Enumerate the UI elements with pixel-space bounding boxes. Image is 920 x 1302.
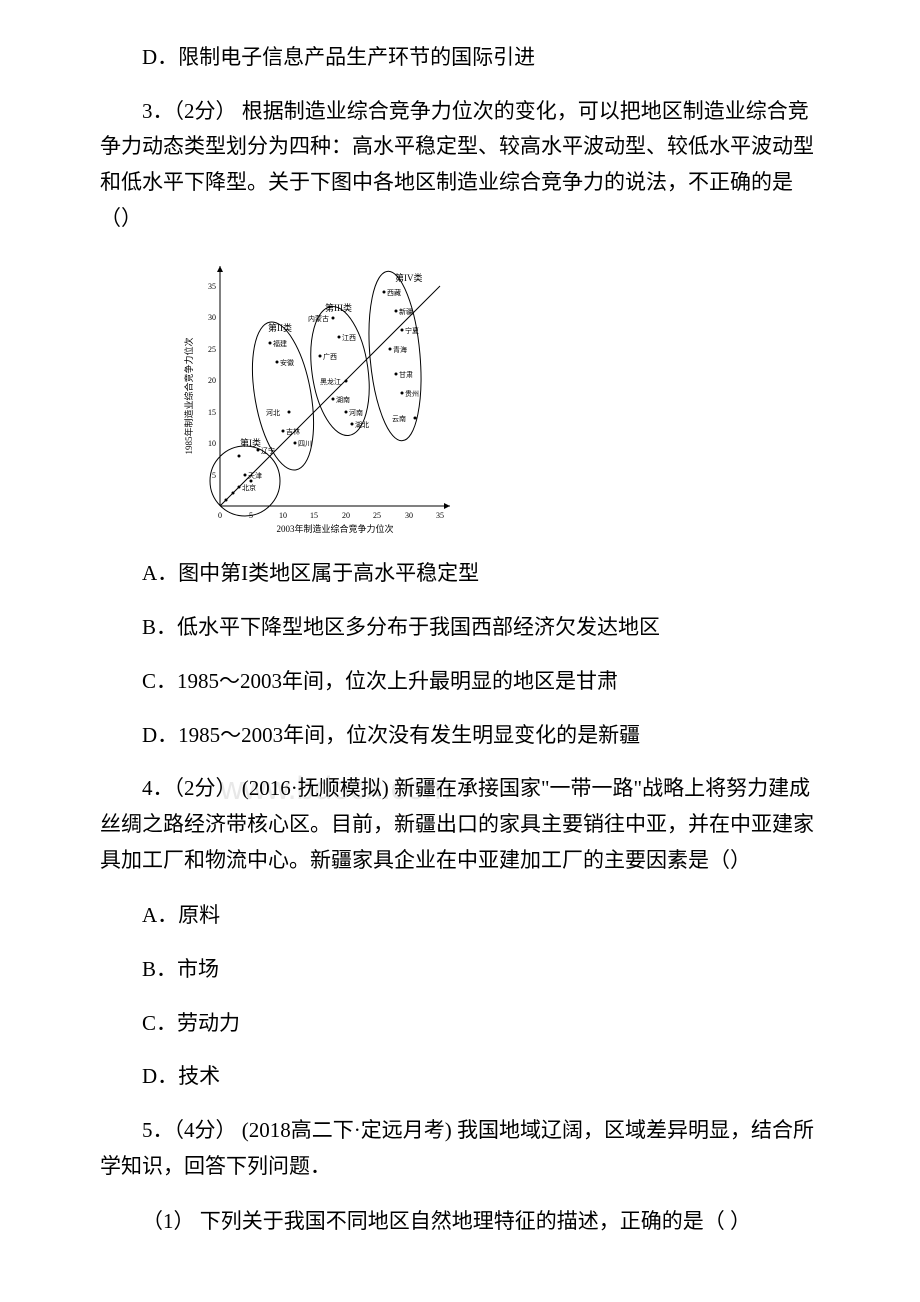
svg-text:10: 10 xyxy=(208,439,216,448)
svg-text:云南: 云南 xyxy=(392,414,406,423)
svg-text:黑龙江: 黑龙江 xyxy=(320,377,341,386)
svg-text:5: 5 xyxy=(212,471,216,480)
svg-text:25: 25 xyxy=(208,345,216,354)
q4-option-d-text: D．技术 xyxy=(142,1064,220,1088)
svg-text:辽宁: 辽宁 xyxy=(261,446,275,455)
q4-option-a-text: A．原料 xyxy=(142,903,220,927)
svg-text:四川: 四川 xyxy=(298,440,312,448)
svg-text:第II类: 第II类 xyxy=(268,322,292,333)
q2-option-d-text: D．限制电子信息产品生产环节的国际引进 xyxy=(142,45,535,69)
svg-text:贵州: 贵州 xyxy=(405,389,419,398)
svg-text:湖南: 湖南 xyxy=(336,395,350,404)
q5-sub1-text: （1） 下列关于我国不同地区自然地理特征的描述，正确的是（ ） xyxy=(142,1209,751,1233)
q3-option-c: C．1985～2003年间，位次上升最明显的地区是甘肃 xyxy=(100,664,820,700)
svg-text:安徽: 安徽 xyxy=(280,358,294,367)
svg-text:广西: 广西 xyxy=(323,352,337,361)
svg-text:2003年制造业综合竞争力位次: 2003年制造业综合竞争力位次 xyxy=(276,523,393,534)
svg-text:第IV类: 第IV类 xyxy=(395,272,423,283)
svg-text:第I类: 第I类 xyxy=(240,437,261,448)
svg-text:北京: 北京 xyxy=(242,483,256,492)
q4-option-c: C．劳动力 xyxy=(100,1006,820,1042)
q4-stem: 4．（2分） (2016·抚顺模拟) 新疆在承接国家"一带一路"战略上将努力建成… xyxy=(100,771,820,878)
q4-option-a: A．原料 xyxy=(100,898,820,934)
q2-option-d: D．限制电子信息产品生产环节的国际引进 xyxy=(100,40,820,76)
q5-stem-text: 5．（4分） (2018高二下·定远月考) 我国地域辽阔，区域差异明显，结合所学… xyxy=(100,1118,814,1178)
q3-stem-text: 3．（2分） 根据制造业综合竞争力位次的变化，可以把地区制造业综合竞争力动态类型… xyxy=(100,99,814,230)
svg-text:30: 30 xyxy=(208,313,216,322)
svg-text:宁夏: 宁夏 xyxy=(405,326,419,335)
q3-option-b: B．低水平下降型地区多分布于我国西部经济欠发达地区 xyxy=(100,610,820,646)
q3-chart: 0 5 10 15 20 25 30 35 5 10 15 20 25 30 3… xyxy=(180,256,820,536)
q3-option-a-text: A．图中第I类地区属于高水平稳定型 xyxy=(142,561,479,585)
svg-text:15: 15 xyxy=(310,511,318,520)
svg-text:湖北: 湖北 xyxy=(355,420,369,429)
svg-text:江西: 江西 xyxy=(342,334,356,342)
svg-text:新疆: 新疆 xyxy=(399,307,413,316)
q3-option-b-text: B．低水平下降型地区多分布于我国西部经济欠发达地区 xyxy=(142,615,660,639)
svg-text:1985年制造业综合竞争力位次: 1985年制造业综合竞争力位次 xyxy=(183,338,194,455)
q4-option-c-text: C．劳动力 xyxy=(142,1011,240,1035)
svg-text:第III类: 第III类 xyxy=(325,302,352,313)
svg-text:20: 20 xyxy=(342,511,350,520)
svg-text:15: 15 xyxy=(208,408,216,417)
svg-text:河南: 河南 xyxy=(349,408,363,417)
q4-stem-text: 4．（2分） (2016·抚顺模拟) 新疆在承接国家"一带一路"战略上将努力建成… xyxy=(100,776,814,871)
svg-text:30: 30 xyxy=(405,511,413,520)
svg-text:35: 35 xyxy=(436,511,444,520)
svg-text:甘肃: 甘肃 xyxy=(399,370,413,379)
q3-option-c-text: C．1985～2003年间，位次上升最明显的地区是甘肃 xyxy=(142,669,618,693)
q4-option-d: D．技术 xyxy=(100,1059,820,1095)
svg-text:0: 0 xyxy=(218,511,222,520)
svg-text:20: 20 xyxy=(208,376,216,385)
svg-text:福建: 福建 xyxy=(273,339,287,348)
scatter-chart-svg: 0 5 10 15 20 25 30 35 5 10 15 20 25 30 3… xyxy=(180,256,460,536)
q3-option-a: A．图中第I类地区属于高水平稳定型 xyxy=(100,556,820,592)
svg-text:天津: 天津 xyxy=(248,472,262,480)
svg-text:河北: 河北 xyxy=(266,409,280,417)
svg-text:10: 10 xyxy=(279,511,287,520)
document-content: D．限制电子信息产品生产环节的国际引进 3．（2分） 根据制造业综合竞争力位次的… xyxy=(100,40,820,1240)
svg-text:青海: 青海 xyxy=(393,345,407,354)
q3-option-d-text: D．1985～2003年间，位次没有发生明显变化的是新疆 xyxy=(142,723,640,747)
q5-sub1: （1） 下列关于我国不同地区自然地理特征的描述，正确的是（ ） xyxy=(100,1204,820,1240)
q3-option-d: D．1985～2003年间，位次没有发生明显变化的是新疆 xyxy=(100,718,820,754)
q5-stem: 5．（4分） (2018高二下·定远月考) 我国地域辽阔，区域差异明显，结合所学… xyxy=(100,1113,820,1184)
svg-text:吉林: 吉林 xyxy=(286,427,300,436)
q3-stem: 3．（2分） 根据制造业综合竞争力位次的变化，可以把地区制造业综合竞争力动态类型… xyxy=(100,94,820,237)
svg-text:35: 35 xyxy=(208,282,216,291)
svg-text:西藏: 西藏 xyxy=(387,288,401,297)
svg-text:内蒙古: 内蒙古 xyxy=(308,314,329,323)
q4-option-b-text: B．市场 xyxy=(142,957,219,981)
q4-option-b: B．市场 xyxy=(100,952,820,988)
svg-text:25: 25 xyxy=(373,511,381,520)
